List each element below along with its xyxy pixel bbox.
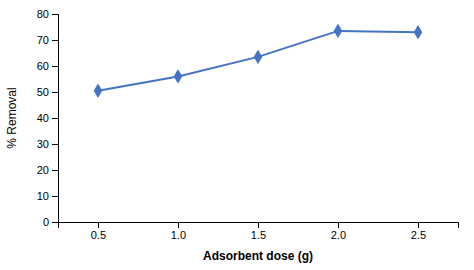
tick-label: 0.5: [91, 229, 106, 241]
tick-mark: [338, 222, 339, 228]
tick-label: 60: [37, 60, 49, 72]
tick: 20: [37, 164, 58, 176]
tick: 0: [43, 216, 58, 228]
tick: 1.0: [171, 222, 186, 241]
tick: 2.5: [411, 222, 426, 241]
axis-line: [52, 15, 59, 223]
tick: 30: [37, 138, 58, 150]
tick-mark: [52, 118, 58, 119]
tick: 80: [37, 8, 58, 20]
tick-mark: [52, 196, 58, 197]
tick: 40: [37, 112, 58, 124]
tick-mark: [52, 92, 58, 93]
tick: 0.5: [91, 222, 106, 241]
plot-area: 0.5 1.0 1.5 2.0 2.5 0 10 20 30 40 50 60 70 80: [37, 8, 459, 241]
tick-mark: [418, 222, 419, 228]
point: [414, 26, 421, 39]
tick-label: 80: [37, 8, 49, 20]
tick-mark: [258, 222, 259, 228]
tick: 50: [37, 86, 58, 98]
tick-label: 20: [37, 164, 49, 176]
tick-label: 1.0: [171, 229, 186, 241]
tick: 60: [37, 60, 58, 72]
point: [174, 70, 181, 83]
tick-label: 70: [37, 34, 49, 46]
tick-mark: [52, 66, 58, 67]
tick: 2.0: [331, 222, 346, 241]
tick-label: 40: [37, 112, 49, 124]
point: [334, 24, 341, 37]
tick-mark: [52, 40, 58, 41]
tick: 1.5: [251, 222, 266, 241]
point: [254, 50, 261, 63]
x-axis-title: Adsorbent dose (g): [203, 249, 313, 263]
tick-label: 2.0: [331, 229, 346, 241]
tick-mark: [52, 170, 58, 171]
tick: 70: [37, 34, 58, 46]
tick-label: 30: [37, 138, 49, 150]
point: [94, 84, 101, 97]
y-axis: 0 10 20 30 40 50 60 70 80: [37, 8, 59, 228]
line: [98, 31, 418, 91]
chart: 0.5 1.0 1.5 2.0 2.5 0 10 20 30 40 50 60 70 80 Adsorben…: [0, 0, 474, 270]
tick-mark: [52, 144, 58, 145]
y-axis-title: % Removal: [5, 87, 19, 148]
tick-label: 1.5: [251, 229, 266, 241]
tick-mark: [178, 222, 179, 228]
tick-label: 50: [37, 86, 49, 98]
tick-mark: [52, 14, 58, 15]
axis-line: [59, 223, 459, 229]
tick-mark: [52, 222, 58, 223]
tick-mark: [98, 222, 99, 228]
x-axis: 0.5 1.0 1.5 2.0 2.5: [59, 222, 459, 241]
tick-label: 2.5: [411, 229, 426, 241]
tick: 10: [37, 190, 58, 202]
tick-label: 10: [37, 190, 49, 202]
marks: [94, 24, 421, 97]
tick-label: 0: [43, 216, 49, 228]
